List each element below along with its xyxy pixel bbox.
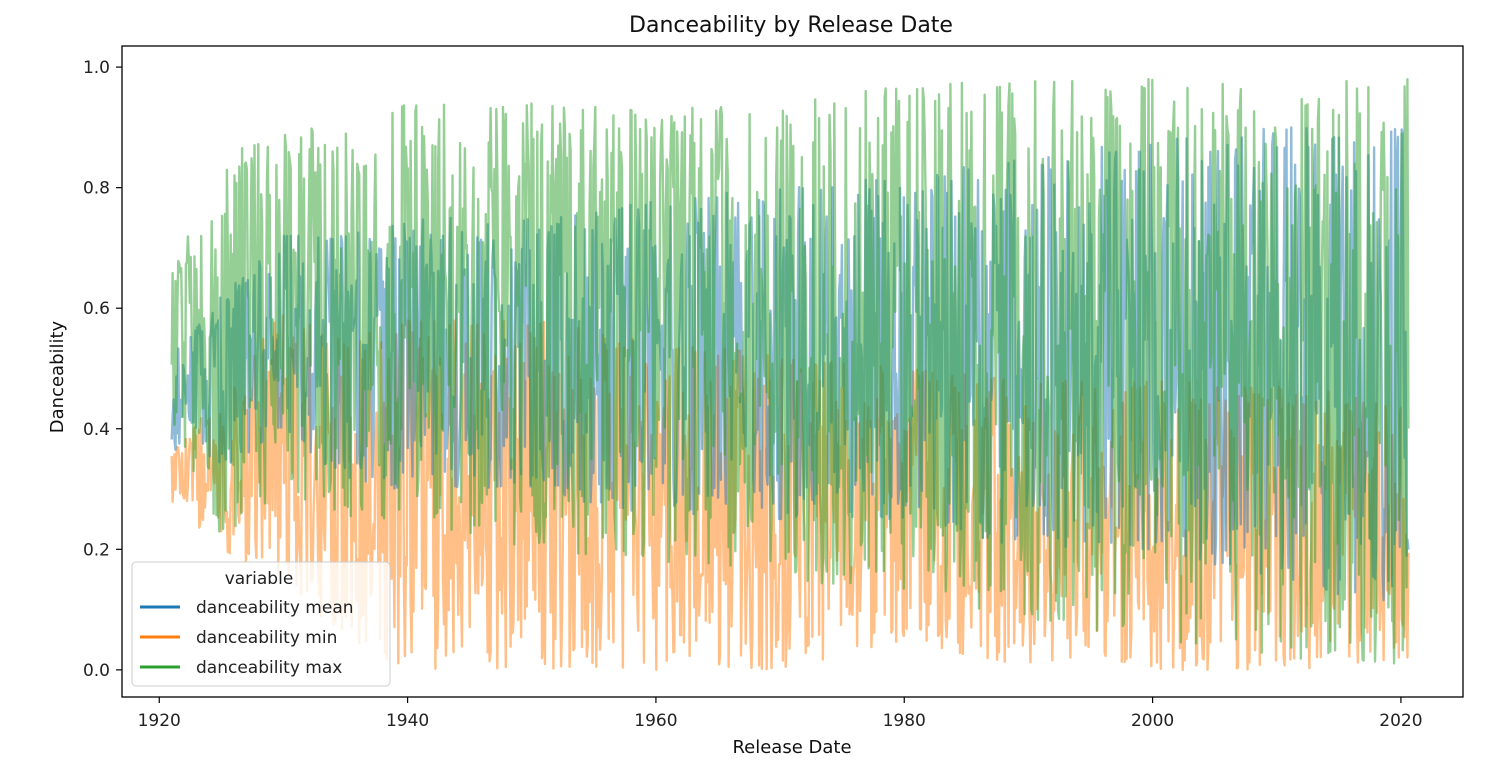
y-tick-label: 0.6 — [83, 299, 110, 319]
y-axis: 0.0 0.2 0.4 0.6 0.8 1.0 — [83, 58, 122, 681]
y-axis-label: Danceability — [47, 320, 68, 433]
legend: variable danceability mean danceability … — [131, 561, 391, 687]
legend-box — [131, 561, 391, 687]
chart-title: Danceability by Release Date — [629, 13, 953, 38]
series-line-danceability-max — [170, 78, 1410, 665]
plot-frame — [121, 45, 1464, 698]
x-axis-label: Release Date — [732, 737, 851, 758]
x-tick-label: 2020 — [1379, 711, 1422, 731]
series-line-danceability-min — [170, 314, 1410, 671]
x-tick-label: 1980 — [883, 711, 926, 731]
x-tick-label: 1960 — [634, 711, 677, 731]
legend-title: variable — [225, 569, 294, 589]
y-tick-label: 0.0 — [83, 661, 110, 681]
legend-label-mean: danceability mean — [196, 598, 354, 618]
series-layer — [170, 78, 1410, 671]
legend-label-min: danceability min — [196, 628, 337, 648]
x-tick-label: 1920 — [138, 711, 181, 731]
x-tick-label: 1940 — [386, 711, 429, 731]
y-tick-label: 0.2 — [83, 540, 110, 560]
y-tick-label: 1.0 — [83, 58, 110, 78]
x-tick-label: 2000 — [1131, 711, 1174, 731]
y-tick-label: 0.4 — [83, 420, 110, 440]
legend-label-max: danceability max — [196, 658, 342, 678]
x-axis: 1920 1940 1960 1980 2000 2020 — [138, 697, 1423, 731]
y-tick-label: 0.8 — [83, 179, 110, 199]
